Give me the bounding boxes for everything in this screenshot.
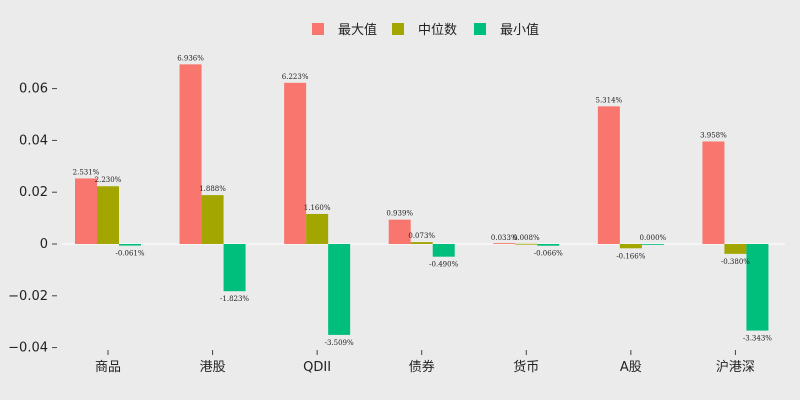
data-label: 0.008% <box>513 234 540 242</box>
legend: 最大值 中位数 最小值 <box>312 22 539 38</box>
data-label: -0.380% <box>721 258 750 266</box>
data-label: 0.939% <box>386 210 413 218</box>
bar <box>702 141 725 244</box>
x-tick-label: 货币 <box>513 359 539 375</box>
bar <box>223 244 246 292</box>
data-label: 1.888% <box>199 185 226 193</box>
legend-swatch <box>312 23 324 35</box>
data-label: 3.958% <box>700 131 727 139</box>
data-label: -0.066% <box>534 250 563 258</box>
data-labels: 2.531%2.230% -0.061% 6.936% 1.888% -1.823% 6.… <box>73 54 773 347</box>
data-label: 0.000% <box>640 234 667 242</box>
bar <box>537 244 560 246</box>
data-label: 1.160% <box>304 204 331 212</box>
bar <box>746 244 769 331</box>
y-tick-label: 0.02 <box>19 185 48 200</box>
y-tick-label: 0.06 <box>19 82 48 97</box>
x-tick-label: 债券 <box>409 359 435 375</box>
data-label: 2.531% <box>73 168 100 176</box>
legend-label: 中位数 <box>418 23 457 38</box>
bars <box>75 64 769 335</box>
bar <box>179 64 202 244</box>
bar <box>119 244 141 246</box>
y-tick-label: 0 <box>40 237 48 252</box>
legend-label: 最小值 <box>500 22 539 38</box>
x-tick-label: 沪港深 <box>716 359 755 375</box>
data-label: 0.073% <box>408 232 435 240</box>
data-label: -3.509% <box>325 339 354 347</box>
bar <box>201 195 224 244</box>
data-label: -1.823% <box>220 295 249 303</box>
x-tick-label: QDII <box>303 360 331 375</box>
data-label: 5.314% <box>596 96 623 104</box>
bar <box>284 82 307 244</box>
data-label: 0.033% <box>491 234 518 242</box>
bar <box>597 106 620 244</box>
bar <box>619 244 642 249</box>
data-label: -0.061% <box>115 250 144 258</box>
bar <box>641 244 664 245</box>
bar <box>75 178 97 244</box>
bar <box>328 244 351 335</box>
legend-label: 最大值 <box>338 22 377 38</box>
bar <box>432 244 455 257</box>
data-label: -0.490% <box>429 261 458 269</box>
y-tick-label: −0.04 <box>8 341 48 356</box>
bar <box>97 186 119 244</box>
bar <box>388 219 411 244</box>
data-label: 6.223% <box>282 73 309 81</box>
data-label: -3.343% <box>743 335 772 343</box>
x-tick-label: 商品 <box>95 360 121 375</box>
x-tick-label: 港股 <box>200 360 226 375</box>
bar <box>410 242 433 244</box>
y-tick-label: 0.04 <box>19 133 48 148</box>
data-label: -0.166% <box>616 252 645 260</box>
bar <box>515 243 538 245</box>
axes: −0.04 −0.02 0 0.02 0.04 0.06 商品 港股 QDII 债券 货币 A股 沪港深 <box>8 82 785 375</box>
y-tick-label: −0.02 <box>8 289 48 304</box>
data-label: 6.936% <box>177 54 204 62</box>
bar <box>306 213 329 244</box>
x-tick-label: A股 <box>620 360 642 375</box>
bar <box>724 244 747 254</box>
legend-swatch <box>392 23 404 35</box>
legend-swatch <box>474 23 486 35</box>
bar <box>493 243 516 244</box>
data-label: 2.230% <box>95 176 122 184</box>
